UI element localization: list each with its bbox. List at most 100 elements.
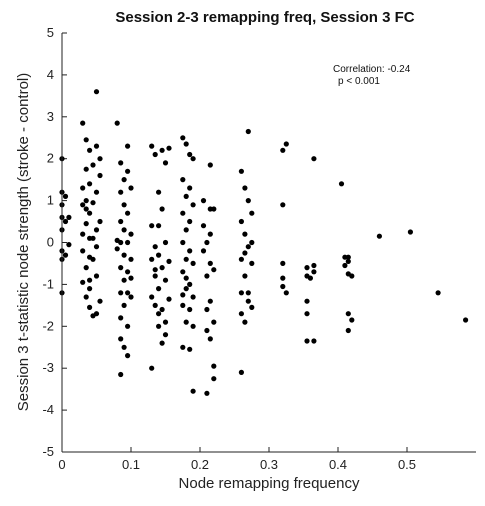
data-point (118, 336, 124, 342)
x-tick-label: 0.3 (260, 457, 278, 472)
data-point (87, 277, 93, 283)
data-point (238, 168, 244, 174)
data-point (245, 298, 251, 304)
data-point (207, 231, 213, 237)
data-point (121, 202, 127, 208)
data-point (166, 145, 172, 151)
data-point (83, 221, 89, 227)
data-point (190, 323, 196, 329)
data-point (280, 275, 286, 281)
data-point (87, 254, 93, 260)
data-point (280, 260, 286, 266)
data-point (125, 323, 131, 329)
data-point (156, 223, 162, 229)
data-point (280, 202, 286, 208)
x-tick-label: 0.5 (398, 457, 416, 472)
data-point (93, 273, 100, 279)
data-point (345, 327, 351, 334)
data-point (242, 319, 248, 325)
data-point (190, 294, 196, 300)
y-tick-label: 1 (47, 193, 54, 208)
data-point (121, 177, 127, 183)
data-point (342, 262, 348, 269)
data-point (149, 294, 155, 300)
data-point (207, 336, 213, 342)
data-point (183, 275, 189, 281)
data-point (183, 256, 189, 262)
data-point (211, 267, 217, 273)
data-point (180, 210, 186, 216)
data-point (87, 181, 93, 187)
data-point (118, 218, 124, 225)
data-point (204, 390, 210, 396)
data-point (463, 317, 469, 323)
x-tick-label: 0.1 (122, 457, 140, 472)
plot-area (62, 33, 476, 452)
data-point (128, 275, 134, 281)
data-point (125, 290, 131, 296)
data-point (118, 290, 124, 296)
data-point (187, 248, 193, 254)
data-point (245, 244, 251, 250)
y-tick-label: 2 (47, 151, 54, 166)
data-point (83, 265, 89, 271)
data-point (118, 189, 124, 195)
y-axis-label: Session 3 t-statistic node strength (str… (15, 73, 32, 411)
data-point (245, 128, 251, 135)
data-point (238, 290, 244, 296)
x-tick-label: 0.2 (191, 457, 209, 472)
data-point (180, 269, 186, 275)
data-point (238, 256, 244, 262)
data-point (114, 120, 120, 126)
data-point (152, 273, 158, 279)
data-point (349, 273, 355, 279)
data-point (152, 267, 158, 273)
data-point (190, 260, 196, 266)
data-point (280, 147, 286, 153)
data-point (80, 185, 86, 191)
y-tick-label: 4 (47, 67, 54, 82)
data-point (152, 302, 158, 308)
data-point (311, 262, 317, 269)
data-point (242, 231, 248, 237)
data-point (62, 193, 69, 199)
data-point (149, 256, 155, 262)
data-point (180, 344, 186, 350)
data-point (125, 143, 131, 149)
y-tick-label: -3 (42, 360, 54, 375)
data-point (180, 302, 186, 308)
y-tick-label: -2 (42, 318, 54, 333)
data-point (190, 388, 196, 394)
data-point (190, 156, 196, 162)
data-point (83, 137, 89, 143)
data-point (338, 181, 345, 187)
p-value-annotation: p < 0.001 (338, 76, 380, 87)
data-point (166, 296, 172, 302)
data-point (121, 302, 127, 308)
data-point (90, 200, 96, 206)
data-point (93, 244, 100, 250)
data-point (114, 246, 120, 252)
data-point (166, 258, 172, 264)
data-point (249, 210, 255, 216)
data-point (280, 283, 286, 290)
data-point (97, 218, 103, 225)
data-point (83, 166, 89, 172)
data-point (62, 252, 69, 258)
data-point (128, 231, 134, 237)
data-point (242, 273, 248, 279)
data-point (311, 338, 317, 344)
data-point (97, 298, 103, 304)
data-point (156, 311, 162, 317)
data-point (162, 332, 169, 338)
data-point (159, 340, 165, 346)
data-point (121, 227, 127, 233)
data-point (242, 250, 248, 256)
data-point (93, 143, 100, 149)
data-point (211, 206, 217, 212)
data-point (435, 290, 441, 296)
data-point (187, 218, 193, 225)
data-point (187, 151, 193, 158)
data-point (118, 265, 124, 271)
data-point (93, 89, 100, 95)
